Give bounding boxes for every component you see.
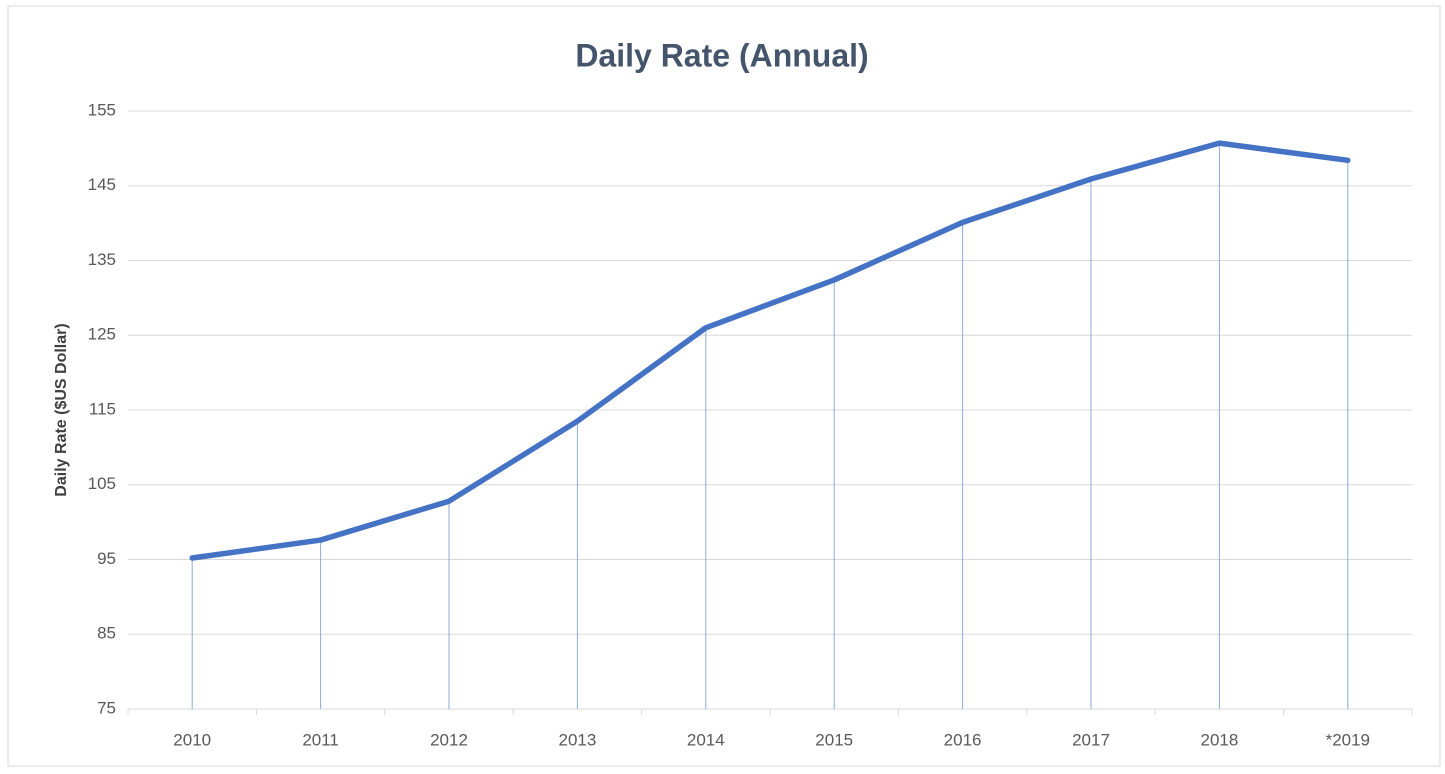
series-line	[189, 140, 1351, 561]
x-tick-label: 2012	[430, 730, 468, 749]
y-tick-label: 155	[88, 100, 116, 119]
x-tick-label: 2016	[944, 730, 982, 749]
x-tick-label: 2018	[1200, 730, 1238, 749]
chart-title: Daily Rate (Annual)	[575, 37, 868, 73]
y-tick-label: 115	[89, 399, 116, 418]
y-tick-label: 95	[97, 549, 116, 568]
x-tick-label: 2013	[558, 730, 596, 749]
x-tick-label: 2017	[1072, 730, 1110, 749]
x-tick-label: *2019	[1326, 730, 1370, 749]
y-axis-label: Daily Rate ($US Dollar)	[53, 323, 70, 496]
y-tick-label: 125	[88, 325, 116, 344]
y-tick-label: 75	[97, 698, 116, 717]
y-tick-label: 135	[88, 250, 116, 269]
x-tick-label: 2011	[302, 730, 339, 749]
y-tick-label: 105	[88, 474, 116, 493]
y-tick-label: 85	[97, 624, 116, 643]
chart-frame	[7, 5, 1441, 767]
x-tick-label: 2014	[687, 730, 725, 749]
y-tick-label: 145	[88, 175, 116, 194]
x-tick-label: 2015	[815, 730, 853, 749]
x-tick-label: 2010	[173, 730, 211, 749]
